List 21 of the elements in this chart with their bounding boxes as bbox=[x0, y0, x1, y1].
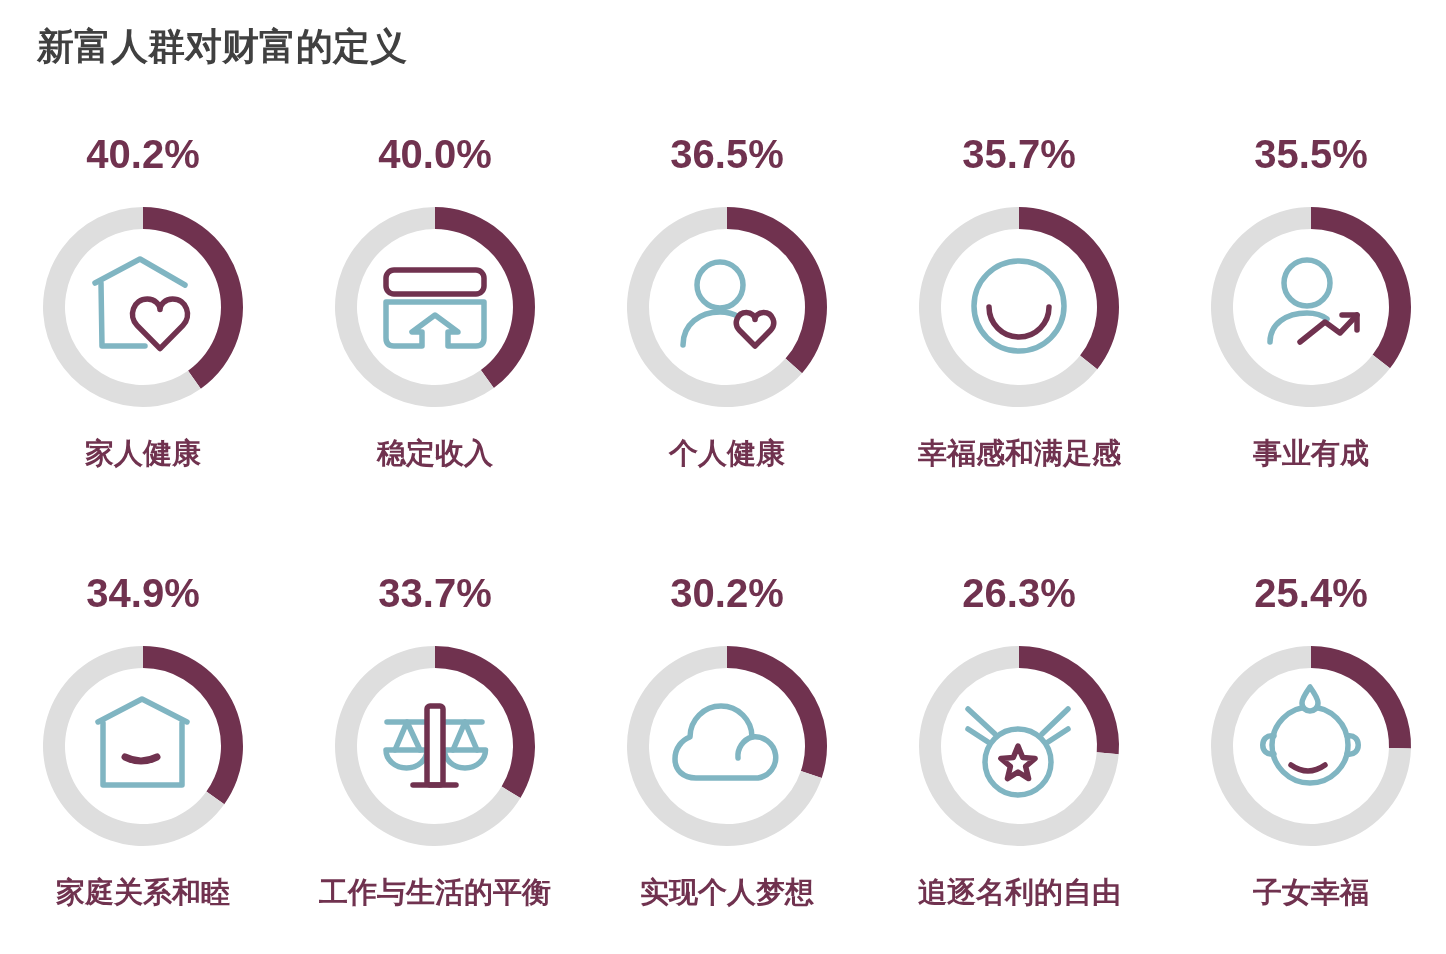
data-label: 35.7% bbox=[962, 132, 1076, 177]
data-label: 34.9% bbox=[86, 571, 200, 616]
chart-title: 新富人群对财富的定义 bbox=[37, 26, 407, 67]
data-label: 40.2% bbox=[86, 132, 200, 177]
data-label: 36.5% bbox=[670, 132, 784, 177]
data-label: 30.2% bbox=[670, 571, 784, 616]
data-label: 26.3% bbox=[962, 571, 1076, 616]
text: 稳定收入 bbox=[376, 437, 494, 469]
text: 事业有成 bbox=[1252, 437, 1369, 469]
text: 工作与生活的平衡 bbox=[318, 876, 551, 908]
text: 家人健康 bbox=[84, 437, 201, 469]
data-label: 40.0% bbox=[378, 132, 492, 177]
data-label: 33.7% bbox=[378, 571, 492, 616]
text: 幸福感和满足感 bbox=[916, 437, 1122, 469]
text: 子女幸福 bbox=[1252, 876, 1369, 908]
text: 追逐名利的自由 bbox=[917, 876, 1121, 908]
text: 家庭关系和睦 bbox=[55, 876, 230, 908]
data-label: 35.5% bbox=[1254, 132, 1368, 177]
text: 实现个人梦想 bbox=[640, 876, 814, 908]
text: 个人健康 bbox=[668, 437, 785, 469]
data-label: 25.4% bbox=[1254, 571, 1368, 616]
